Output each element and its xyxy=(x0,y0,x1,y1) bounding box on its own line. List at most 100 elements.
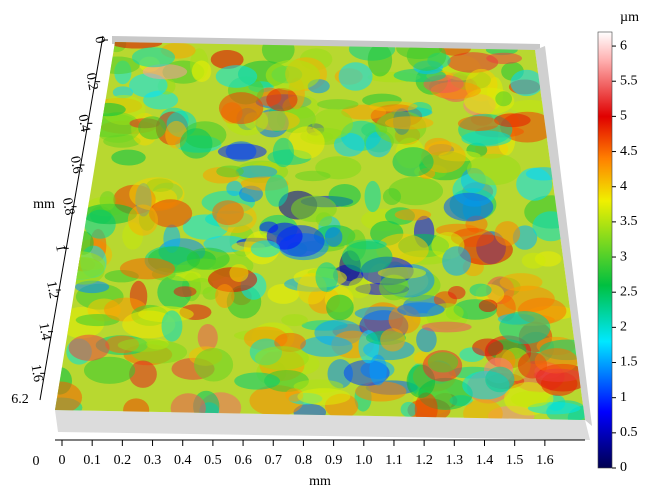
surface-patch xyxy=(148,199,193,228)
surface-patch xyxy=(461,130,512,147)
surface-patch xyxy=(509,99,551,114)
surface-patch xyxy=(416,327,437,353)
x-tick-label: 0.4 xyxy=(174,453,192,468)
surface-patch xyxy=(212,200,244,226)
surface-patch xyxy=(99,191,116,211)
x-tick-label: 1.5 xyxy=(506,453,524,468)
surface-patch xyxy=(131,47,176,68)
surface-patch xyxy=(254,346,309,371)
y-tick-label: 1.4 xyxy=(35,322,53,342)
surface-patch xyxy=(161,310,183,342)
surface-patch xyxy=(297,388,351,406)
y-tick-label: 0.8 xyxy=(59,197,77,217)
surface-patch xyxy=(495,91,513,107)
surface-patch xyxy=(163,224,181,253)
surface-patch xyxy=(218,92,264,125)
surface-patch xyxy=(83,356,136,384)
surface-patch xyxy=(235,165,278,179)
x-tick-label: 0.2 xyxy=(114,453,132,468)
y-tick-label: 1.6 xyxy=(28,363,46,383)
y-axis-label: mm xyxy=(33,197,55,212)
surface-patch xyxy=(333,132,365,157)
z-tick-label: 0 xyxy=(33,454,40,469)
x-tick-label: 1.6 xyxy=(536,453,554,468)
surface-patch xyxy=(217,143,267,160)
surface-patch xyxy=(129,360,157,388)
y-tick-label: 0 xyxy=(91,35,107,44)
surface-patch xyxy=(272,137,294,168)
colorbar-tick-label: 5.5 xyxy=(620,73,638,88)
surface-patch xyxy=(111,42,163,49)
y-tick-label: 0.6 xyxy=(67,155,85,175)
surface-patch xyxy=(499,273,543,292)
surface-patch xyxy=(215,65,258,88)
x-tick-label: 0.5 xyxy=(204,453,222,468)
colorbar-tick-label: 3 xyxy=(620,249,627,264)
surface-patch xyxy=(400,401,417,418)
colorbar-tick-label: 2.5 xyxy=(620,284,638,299)
surface-patch xyxy=(122,310,176,339)
surface-patch xyxy=(494,113,531,128)
surface-patch xyxy=(250,240,281,258)
surface-patch xyxy=(328,183,361,208)
side-wall xyxy=(535,46,592,426)
surface-patch xyxy=(127,204,159,236)
x-tick-label: 0.9 xyxy=(325,453,343,468)
x-tick-label: 1.4 xyxy=(476,453,494,468)
z-tick-label: 6.2 xyxy=(11,392,29,407)
surface-patch xyxy=(364,180,381,213)
y-axis xyxy=(39,35,104,401)
colorbar-tick-label: 0 xyxy=(620,460,627,475)
surface-patch xyxy=(179,128,213,159)
colorbar-tick-label: 4 xyxy=(620,179,627,194)
surface-patch xyxy=(472,338,504,357)
surface-patch xyxy=(369,354,387,386)
colorbar-tick-label: 4.5 xyxy=(620,144,638,159)
surface-patch xyxy=(388,176,444,206)
surface-patch xyxy=(216,165,244,178)
surface-patch xyxy=(197,323,218,352)
surface-patch xyxy=(265,174,289,207)
surface-patch xyxy=(226,180,243,196)
surface-patch xyxy=(129,73,168,98)
surface-patch xyxy=(281,314,308,327)
surface-patch xyxy=(485,366,515,393)
surface-patch xyxy=(378,274,409,301)
surface-patch xyxy=(392,147,434,177)
surface-patch xyxy=(142,64,188,80)
surface-patch xyxy=(369,101,418,112)
surface xyxy=(55,42,585,420)
surface-patch xyxy=(463,399,503,420)
x-tick-label: 0.8 xyxy=(295,453,313,468)
surface-patch xyxy=(111,149,146,166)
y-tick-label: 0.2 xyxy=(83,72,101,92)
colorbar xyxy=(597,31,613,469)
surface-patch xyxy=(510,69,543,97)
surface-patch xyxy=(447,52,499,73)
surface-patch xyxy=(367,43,393,77)
surface-patch xyxy=(443,192,494,222)
colorbar-tick-label: 0.5 xyxy=(620,425,638,440)
surface-patch xyxy=(341,240,393,273)
surface-patch xyxy=(478,299,498,313)
surface-patch xyxy=(210,49,244,69)
surface-patch xyxy=(295,170,331,182)
surface-patch xyxy=(229,264,249,282)
surface-patch xyxy=(397,302,445,317)
surface-patch xyxy=(427,352,459,373)
surface-patch xyxy=(486,52,523,65)
surface-patch xyxy=(117,338,169,352)
surface-patch xyxy=(94,112,141,143)
surface-patch xyxy=(62,257,105,285)
x-tick-label: 1.3 xyxy=(446,453,464,468)
surface-patch xyxy=(499,310,551,345)
surface-patch xyxy=(138,116,167,140)
surface-patch xyxy=(469,283,492,297)
surface-patch xyxy=(191,60,212,83)
surface-patch xyxy=(193,348,234,382)
surface-patch xyxy=(457,116,500,131)
surface-patch xyxy=(215,284,235,309)
surface-patch xyxy=(377,267,427,279)
surface-patch xyxy=(265,59,321,91)
